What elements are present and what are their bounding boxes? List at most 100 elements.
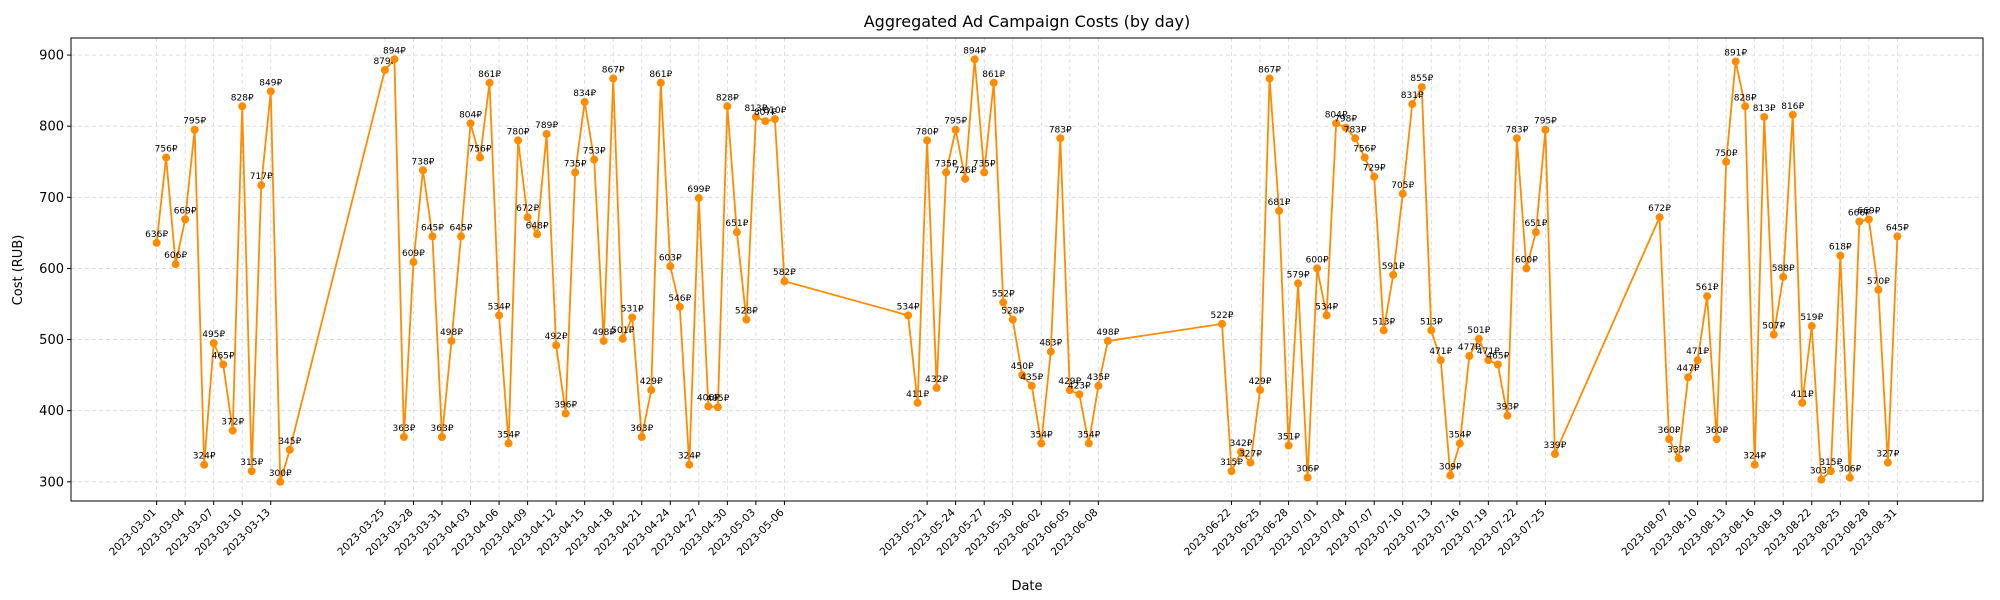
data-label: 498₽: [1096, 328, 1119, 338]
data-label: 492₽: [545, 332, 568, 342]
data-label: 618₽: [1829, 243, 1852, 253]
data-point: [1883, 458, 1892, 467]
data-point: [1845, 473, 1854, 482]
data-label: 435₽: [1020, 373, 1043, 383]
data-point: [1256, 386, 1265, 395]
data-point: [1741, 102, 1750, 111]
data-point: [1094, 381, 1103, 390]
x-axis-label: Date: [1011, 579, 1042, 594]
data-point: [1360, 153, 1369, 162]
data-point: [1493, 360, 1502, 369]
data-point: [1275, 206, 1284, 215]
data-label: 588₽: [1772, 264, 1795, 274]
data-point: [1427, 326, 1436, 335]
data-label: 519₽: [1800, 313, 1823, 323]
data-label: 546₽: [668, 294, 691, 304]
data-point: [1760, 112, 1769, 121]
data-point: [1798, 398, 1807, 407]
data-point: [276, 477, 285, 486]
data-point: [1322, 311, 1331, 320]
data-point: [770, 115, 779, 124]
data-point: [951, 125, 960, 134]
data-label: 429₽: [1058, 377, 1081, 387]
data-point: [1303, 473, 1312, 482]
data-point: [1750, 460, 1759, 469]
data-label: 528₽: [735, 307, 758, 317]
data-point: [1484, 356, 1493, 365]
data-label: 807₽: [754, 108, 777, 118]
data-label: 363₽: [630, 424, 653, 434]
data-point: [1103, 336, 1112, 345]
data-label: 894₽: [963, 46, 986, 56]
data-label: 513₽: [1372, 317, 1395, 327]
data-point: [980, 168, 989, 177]
data-point: [418, 166, 427, 175]
data-label: 363₽: [392, 424, 415, 434]
data-label: 372₽: [221, 418, 244, 428]
data-point: [1265, 74, 1274, 83]
data-label: 750₽: [1715, 149, 1738, 159]
data-label: 528₽: [1001, 307, 1024, 317]
data-label: 363₽: [431, 424, 454, 434]
data-label: 393₽: [1496, 403, 1519, 413]
data-point: [1855, 217, 1864, 226]
data-point: [428, 232, 437, 241]
data-point: [1398, 189, 1407, 198]
data-point: [1807, 322, 1816, 331]
data-label: 396₽: [554, 401, 577, 411]
data-label: 828₽: [1734, 93, 1757, 103]
data-point: [1512, 134, 1521, 143]
data-point: [742, 315, 751, 324]
data-label: 756₽: [1353, 144, 1376, 154]
data-label: 855₽: [1410, 74, 1433, 84]
data-point: [999, 298, 1008, 307]
data-label: 645₽: [1886, 223, 1909, 233]
data-point: [1294, 279, 1303, 288]
data-point: [1703, 292, 1712, 301]
data-point: [1864, 215, 1873, 224]
data-label: 561₽: [1696, 283, 1719, 293]
y-tick-label: 700: [39, 191, 64, 206]
data-label: 798₽: [1334, 115, 1357, 125]
data-point: [590, 155, 599, 164]
data-label: 651₽: [725, 219, 748, 229]
data-label: 354₽: [1448, 430, 1471, 440]
data-label: 813₽: [1753, 104, 1776, 114]
data-point: [580, 98, 589, 107]
data-point: [380, 66, 389, 75]
data-label: 783₽: [1049, 125, 1072, 135]
data-point: [694, 194, 703, 203]
data-label: 735₽: [935, 159, 958, 169]
data-label: 423₽: [1068, 381, 1091, 391]
data-point: [476, 153, 485, 162]
data-label: 867₽: [602, 66, 625, 76]
data-point: [1665, 435, 1674, 444]
data-point: [1674, 454, 1683, 463]
data-label: 432₽: [925, 375, 948, 385]
data-label: 327₽: [1239, 450, 1262, 460]
data-label: 501₽: [1467, 326, 1490, 336]
data-label: 339₽: [1543, 441, 1566, 451]
data-label: 498₽: [440, 328, 463, 338]
data-label: 342₽: [1230, 439, 1253, 449]
data-label: 753₽: [583, 147, 606, 157]
data-point: [485, 78, 494, 87]
data-label: 477₽: [1458, 343, 1481, 353]
data-label: 606₽: [164, 251, 187, 261]
data-point: [247, 467, 256, 476]
data-label: 465₽: [212, 351, 235, 361]
y-tick-label: 500: [39, 333, 64, 348]
data-point: [1465, 351, 1474, 360]
data-point: [704, 402, 713, 411]
data-point: [1684, 373, 1693, 382]
y-tick-label: 300: [39, 475, 64, 490]
data-label: 405₽: [706, 394, 729, 404]
data-point: [1693, 356, 1702, 365]
data-point: [1531, 228, 1540, 237]
data-point: [656, 78, 665, 87]
data-label: 324₽: [1743, 452, 1766, 462]
data-label: 406₽: [697, 393, 720, 403]
data-label: 300₽: [269, 469, 292, 479]
data-point: [1836, 251, 1845, 260]
